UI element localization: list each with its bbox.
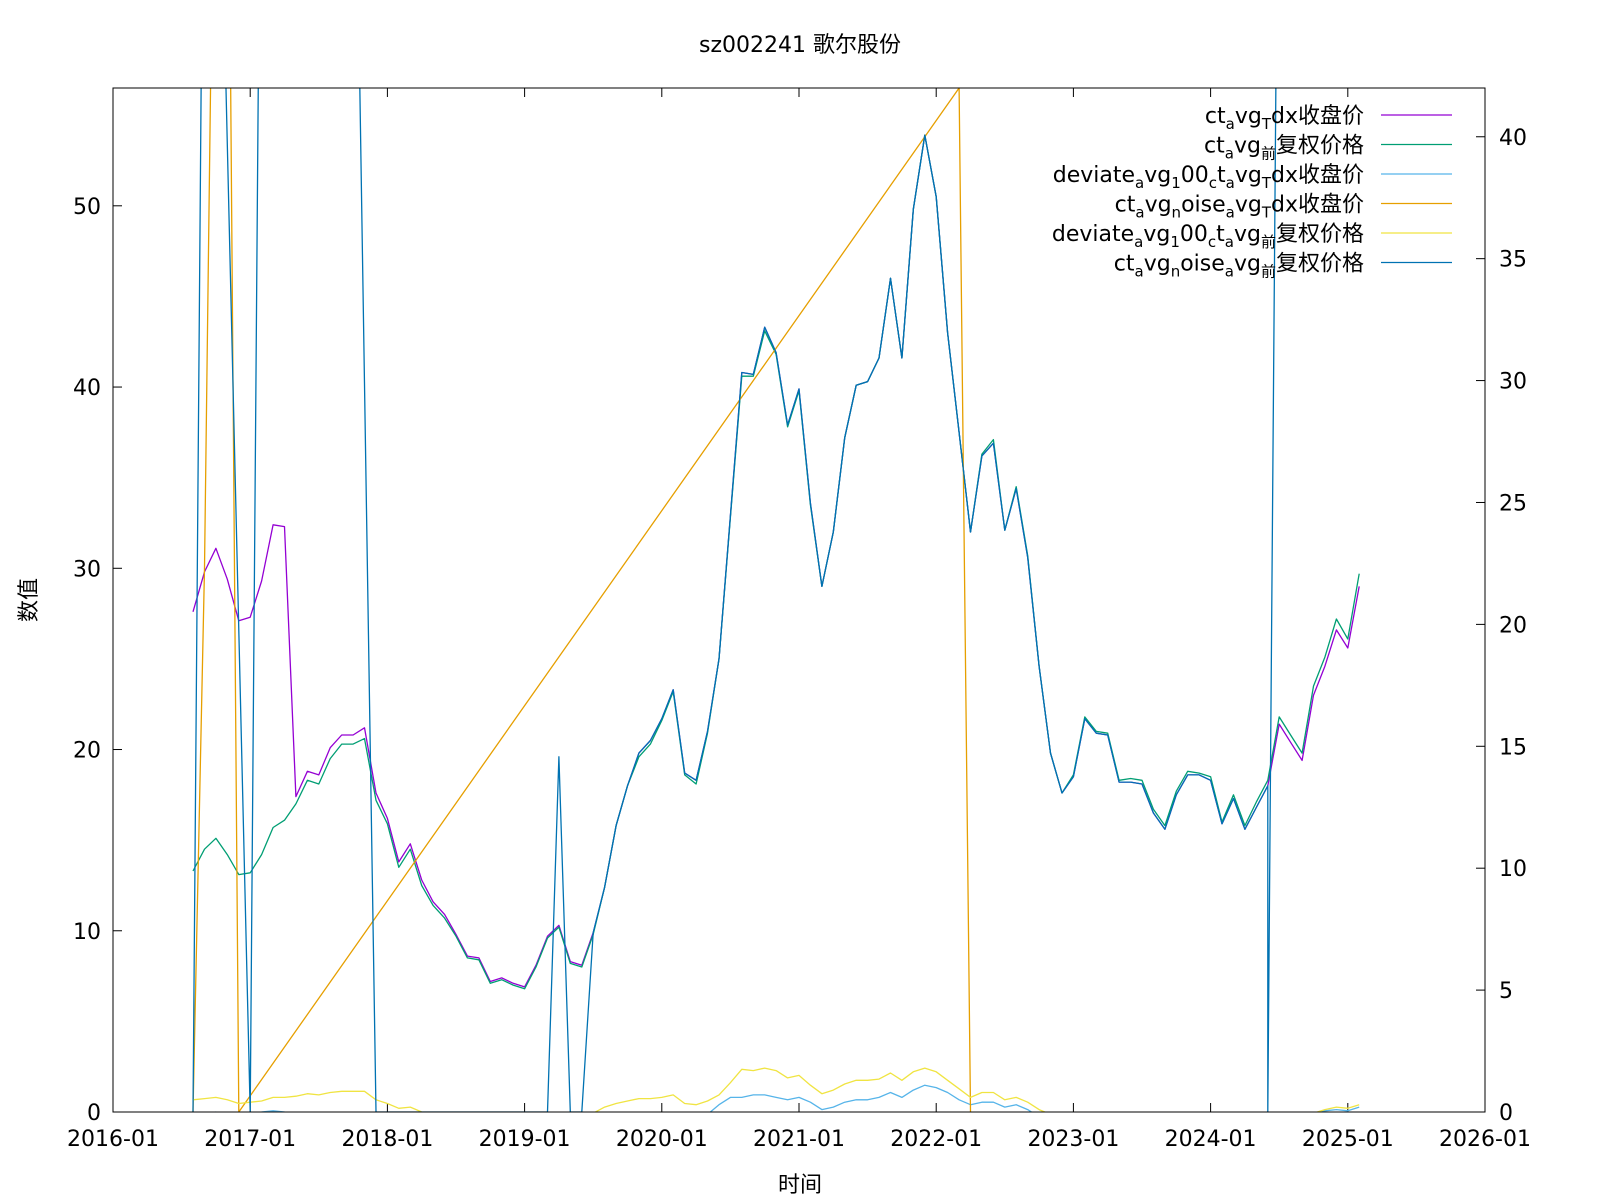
legend-label-2: ctavg前复权价格 (1204, 134, 1364, 163)
y-tick-label: 40 (73, 376, 101, 401)
x-tick-label: 2016-01 (67, 1127, 159, 1152)
legend-label-4: ctavgnoiseavgTdx收盘价 (1115, 193, 1364, 222)
x-tick-label: 2020-01 (616, 1127, 708, 1152)
x-tick-label: 2017-01 (204, 1127, 296, 1152)
legend-label-1: ctavgTdx收盘价 (1205, 104, 1364, 133)
y2-tick-label: 5 (1499, 979, 1513, 1004)
x-tick-label: 2025-01 (1302, 1127, 1394, 1152)
legend-label-6: ctavgnoiseavg前复权价格 (1114, 252, 1364, 281)
y2-tick-label: 35 (1499, 248, 1527, 273)
x-tick-label: 2026-01 (1439, 1127, 1531, 1152)
x-tick-label: 2019-01 (479, 1127, 571, 1152)
x-tick-label: 2024-01 (1165, 1127, 1257, 1152)
x-axis-ticks: 2016-01 2017-01 2018-01 2019-01 2020-01 2021-… (67, 88, 1531, 1152)
legend-label-5: deviateavg100ctavg前复权价格 (1052, 222, 1364, 251)
x-tick-label: 2018-01 (341, 1127, 433, 1152)
y2-axis-ticks: 0 5 10 15 20 25 30 35 40 (1476, 126, 1527, 1126)
y-tick-label: 20 (73, 739, 101, 764)
y-axis-label: 数值 (17, 578, 42, 622)
y2-tick-label: 15 (1499, 735, 1527, 760)
y2-tick-label: 25 (1499, 491, 1527, 516)
series-line-3 (214, 1084, 1360, 1112)
y2-tick-label: 0 (1499, 1101, 1513, 1126)
y2-tick-label: 20 (1499, 613, 1527, 638)
x-tick-label: 2023-01 (1027, 1127, 1119, 1152)
y2-tick-label: 40 (1499, 126, 1527, 151)
legend: ctavgTdx收盘价ctavg前复权价格deviateavg100ctavgT… (1052, 104, 1452, 281)
x-tick-label: 2021-01 (753, 1127, 845, 1152)
y-tick-label: 10 (73, 920, 101, 945)
plot-frame (112, 87, 1486, 1113)
chart-title: sz002241 歌尔股份 (699, 33, 901, 58)
series-line-4 (192, 88, 972, 1112)
y-tick-label: 30 (73, 557, 101, 582)
y-tick-label: 50 (73, 195, 101, 220)
legend-label-3: deviateavg100ctavgTdx收盘价 (1053, 163, 1364, 192)
x-axis-label: 时间 (778, 1173, 822, 1198)
series-line-5 (192, 1067, 1360, 1112)
y-tick-label: 0 (87, 1101, 101, 1126)
y2-tick-label: 30 (1499, 370, 1527, 395)
series-line-6 (192, 88, 1277, 1112)
y-axis-ticks: 0 10 20 30 40 50 (73, 195, 122, 1126)
y2-tick-label: 10 (1499, 857, 1527, 882)
x-tick-label: 2022-01 (890, 1127, 982, 1152)
series-layer (192, 88, 1360, 1112)
